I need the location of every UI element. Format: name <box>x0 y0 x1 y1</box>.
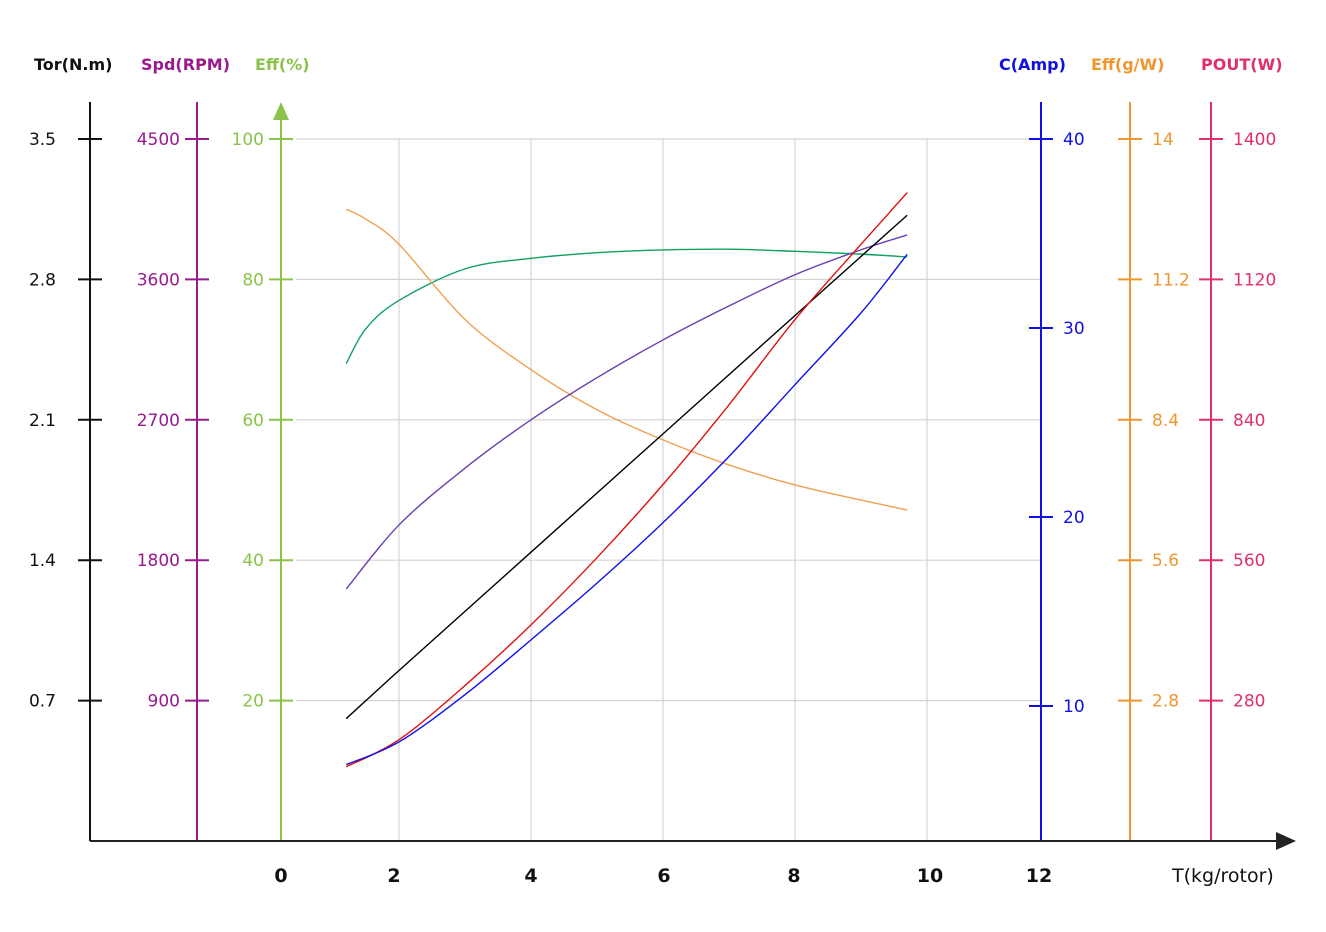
effg-tick-label: 8.4 <box>1152 411 1179 431</box>
effp-tick-label: 80 <box>242 270 264 290</box>
series-line-effg <box>345 208 908 511</box>
effp-tick-label: 60 <box>242 411 264 431</box>
spd-tick-label: 3600 <box>137 270 180 290</box>
amp-tick-label: 30 <box>1063 319 1085 339</box>
pout-axis-title: POUT(W) <box>1201 55 1283 74</box>
tor-tick-label: 0.7 <box>29 692 56 712</box>
effg-tick-label: 14 <box>1152 130 1174 150</box>
series-line-amp <box>345 253 908 766</box>
x-tick-label: 6 <box>657 865 670 887</box>
effp-tick-label: 40 <box>242 551 264 571</box>
x-tick-label: 0 <box>274 865 287 887</box>
effg-tick-label: 2.8 <box>1152 692 1179 712</box>
pout-tick-label: 560 <box>1233 551 1265 571</box>
x-axis-label: T(kg/rotor) <box>1171 865 1274 887</box>
amp-tick-label: 20 <box>1063 508 1085 528</box>
arrow-up-icon <box>273 102 289 120</box>
effg-tick-label: 5.6 <box>1152 551 1179 571</box>
grid <box>296 138 1040 841</box>
spd-tick-label: 4500 <box>137 130 180 150</box>
series-line-tor <box>345 214 908 720</box>
pout-tick-label: 1120 <box>1233 270 1276 290</box>
tor-tick-label: 2.1 <box>29 411 56 431</box>
arrow-right-icon <box>1276 832 1296 850</box>
series-line-pout <box>345 192 908 768</box>
x-tick-label: 4 <box>524 865 537 887</box>
tor-tick-label: 1.4 <box>29 551 56 571</box>
x-tick-label: 8 <box>787 865 800 887</box>
x-tick-label: 10 <box>917 865 943 887</box>
y-axes: Tor(N.m) 0.7 1.4 2.1 2.8 3.5 Spd(RPM) 900 1800 27… <box>29 55 1283 841</box>
tor-axis-title: Tor(N.m) <box>34 55 112 74</box>
effg-tick-label: 11.2 <box>1152 270 1190 290</box>
spd-tick-label: 900 <box>148 692 180 712</box>
effp-axis-title: Eff(%) <box>255 55 310 74</box>
spd-axis-title: Spd(RPM) <box>141 55 230 74</box>
tor-tick-label: 2.8 <box>29 270 56 290</box>
effp-tick-label: 20 <box>242 692 264 712</box>
pout-tick-label: 840 <box>1233 411 1265 431</box>
series-line-spd <box>345 234 908 590</box>
tor-tick-label: 3.5 <box>29 130 56 150</box>
series-line-effp <box>345 248 908 364</box>
effg-axis-title: Eff(g/W) <box>1091 55 1164 74</box>
amp-tick-label: 10 <box>1063 697 1085 717</box>
x-axis: 0 2 4 6 8 10 12 <box>90 832 1296 887</box>
spd-tick-label: 1800 <box>137 551 180 571</box>
amp-tick-label: 40 <box>1063 130 1085 150</box>
series-lines <box>345 192 908 768</box>
pout-tick-label: 280 <box>1233 692 1265 712</box>
x-tick-label: 12 <box>1026 865 1052 887</box>
spd-tick-label: 2700 <box>137 411 180 431</box>
effp-tick-label: 100 <box>232 130 264 150</box>
pout-tick-label: 1400 <box>1233 130 1276 150</box>
x-tick-label: 2 <box>387 865 400 887</box>
amp-axis-title: C(Amp) <box>999 55 1066 74</box>
